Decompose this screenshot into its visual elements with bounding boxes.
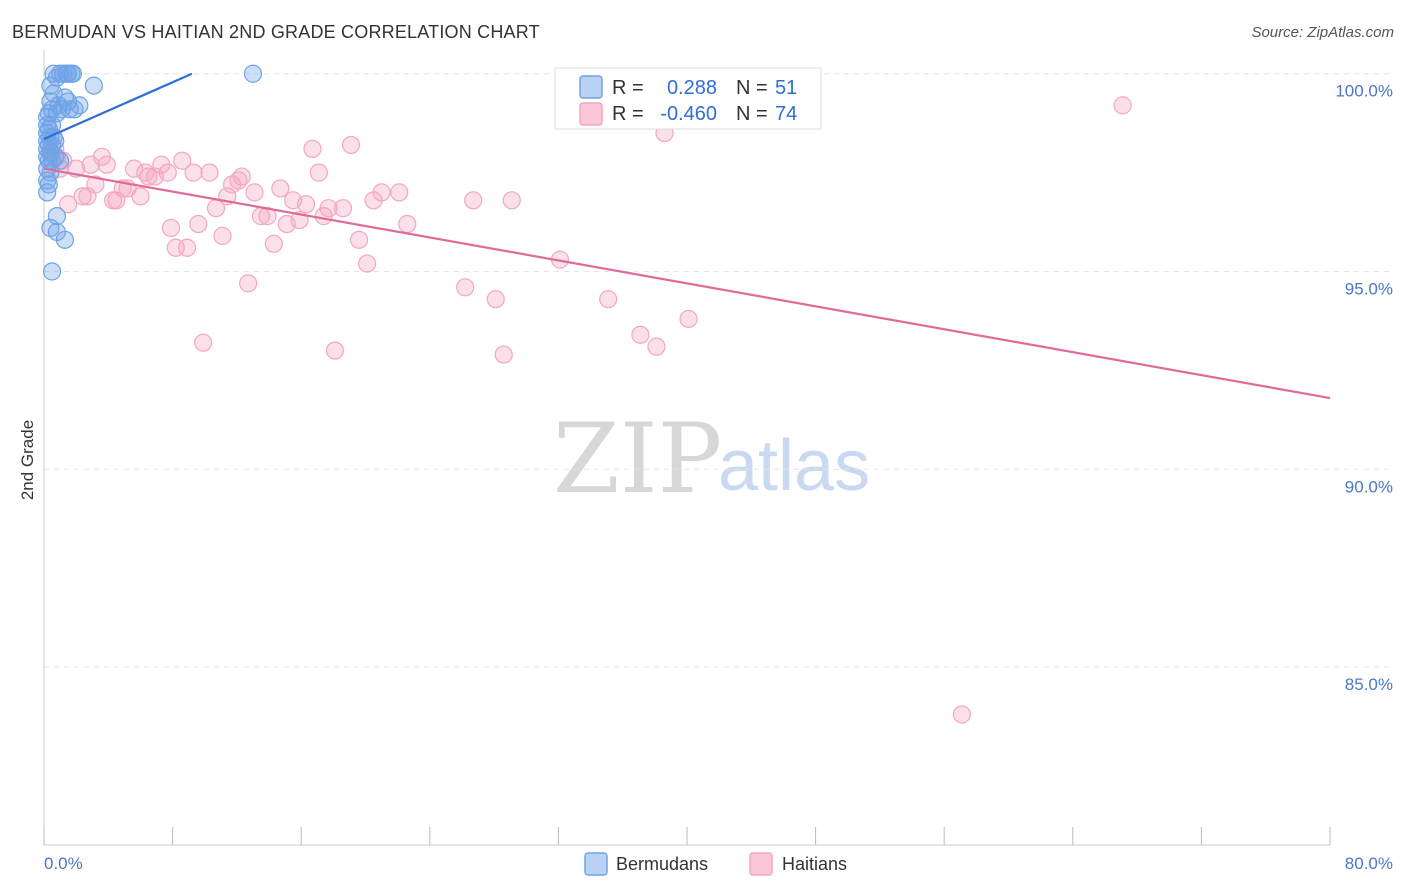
y-tick-labels: 100.0% 95.0% 90.0% 85.0% <box>1335 82 1393 694</box>
x-tick-label-min: 0.0% <box>44 854 83 873</box>
haitians-point <box>372 183 391 202</box>
haitians-point <box>97 155 116 174</box>
haitians-point <box>86 175 105 194</box>
haitians-point <box>349 230 369 249</box>
trend-lines <box>43 72 1331 400</box>
legend-n-value-1: 51 <box>775 77 797 99</box>
bermudans-point <box>243 64 263 83</box>
haitians-point <box>184 163 203 182</box>
haitians-point <box>502 191 521 210</box>
bermudans-point <box>63 64 83 83</box>
bermudans-point <box>42 116 62 135</box>
haitians-point <box>213 226 232 245</box>
haitians-point <box>398 214 417 234</box>
y-axis-title: 2nd Grade <box>18 420 37 500</box>
haitians-point <box>232 167 251 186</box>
haitians-point <box>131 187 150 206</box>
haitians-point <box>264 234 283 253</box>
legend-n-label-1: N = <box>736 77 768 99</box>
haitians-point <box>309 163 328 182</box>
haitians-point <box>333 199 353 218</box>
haitians-point <box>161 218 181 238</box>
haitians-point <box>341 135 361 155</box>
haitians-point <box>599 290 618 309</box>
haitians-point <box>303 139 322 158</box>
legend-r-label-2: R = <box>612 103 644 125</box>
legend-n-label-2: N = <box>736 103 768 125</box>
chart-title: BERMUDAN VS HAITIAN 2ND GRADE CORRELATIO… <box>12 22 540 42</box>
haitians-swatch <box>579 102 603 126</box>
haitians-point <box>239 274 258 293</box>
haitians-point <box>245 183 264 202</box>
y-tick-label: 95.0% <box>1345 279 1393 298</box>
haitians-trend-line <box>43 167 1331 400</box>
legend-r-value-2: -0.460 <box>660 103 717 125</box>
bermudans-point <box>42 262 62 281</box>
gridlines <box>44 73 1390 668</box>
y-tick-label: 85.0% <box>1345 675 1393 694</box>
haitians-point <box>200 163 219 182</box>
series-legend: Bermudans Haitians <box>584 852 847 876</box>
haitians-point <box>73 187 92 206</box>
watermark-zip: ZIP <box>553 403 722 515</box>
haitians-point <box>631 325 650 344</box>
haitians-point <box>952 705 971 724</box>
haitians-point <box>647 337 666 356</box>
haitians-point <box>296 195 316 214</box>
legend-r-value-1: 0.288 <box>667 77 717 99</box>
haitians-point <box>456 278 475 297</box>
haitians-point <box>189 214 208 234</box>
bermudans-swatch <box>579 75 603 99</box>
bermudans-trend-line <box>43 72 193 140</box>
source-credit: Source: ZipAtlas.com <box>1251 24 1394 41</box>
watermark-atlas: atlas <box>718 426 870 506</box>
haitians-point <box>139 167 158 186</box>
haitians-point <box>494 345 513 364</box>
haitians-point <box>679 309 698 329</box>
haitians-point <box>194 333 213 352</box>
bermudans-legend-label: Bermudans <box>616 854 708 874</box>
y-tick-label: 90.0% <box>1345 477 1393 496</box>
haitians-point <box>173 151 192 170</box>
y-tick-label: 100.0% <box>1335 82 1393 101</box>
haitians-points <box>42 96 1132 724</box>
haitians-point <box>177 238 197 257</box>
haitians-point <box>358 254 377 273</box>
haitians-point <box>158 163 177 182</box>
axes <box>43 50 1331 846</box>
x-tick-label-max: 80.0% <box>1345 854 1393 873</box>
haitians-point <box>271 179 290 198</box>
bermudans-legend-swatch <box>584 852 608 876</box>
bermudans-point <box>47 207 66 226</box>
bermudans-point <box>70 96 89 115</box>
bermudans-point <box>84 76 103 95</box>
bermudans-points <box>38 64 263 281</box>
legend-r-label-1: R = <box>612 77 644 99</box>
haitians-point <box>486 290 505 309</box>
bermudans-point <box>55 230 74 249</box>
bermudans-point <box>50 151 70 170</box>
haitians-legend-swatch <box>749 852 773 876</box>
haitians-point <box>325 341 345 360</box>
haitians-point <box>124 159 144 178</box>
stats-legend: R = 0.288 N = 51 R = -0.460 N = 74 <box>554 67 822 130</box>
haitians-point <box>319 199 338 218</box>
haitians-point <box>59 195 78 214</box>
haitians-legend-label: Haitians <box>782 854 847 874</box>
legend-n-value-2: 74 <box>775 103 797 125</box>
haitians-point <box>1113 96 1132 115</box>
haitians-point <box>464 191 483 210</box>
bermudans-point <box>60 100 79 119</box>
haitians-point <box>390 183 409 202</box>
